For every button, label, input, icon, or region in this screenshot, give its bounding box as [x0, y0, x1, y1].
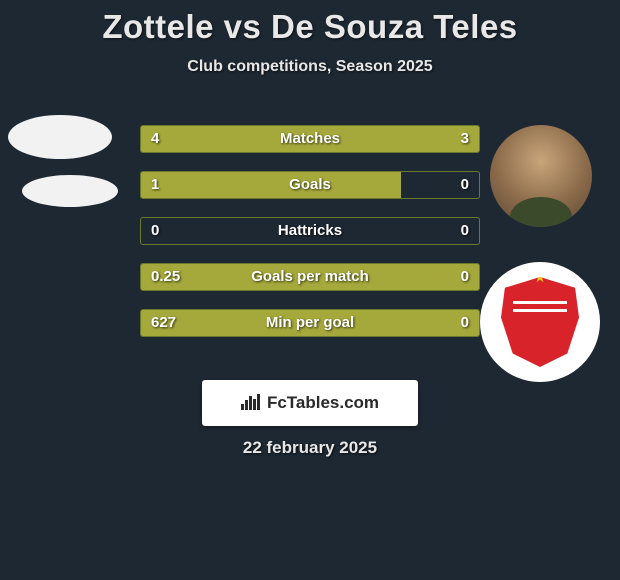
stat-left-value: 4 — [151, 126, 159, 152]
stat-right-value: 0 — [461, 310, 469, 336]
stat-left-value: 0.25 — [151, 264, 180, 290]
bar-right-fill — [334, 126, 479, 152]
logo-text: FcTables.com — [267, 393, 379, 413]
bar-left-fill — [141, 126, 334, 152]
comparison-subtitle: Club competitions, Season 2025 — [0, 58, 620, 76]
stat-label: Hattricks — [141, 218, 479, 244]
bar-left-fill — [141, 264, 479, 290]
star-icon: ★ — [534, 269, 547, 286]
stat-left-value: 1 — [151, 172, 159, 198]
stat-row: 6270Min per goal — [140, 309, 480, 337]
comparison-date: 22 february 2025 — [0, 438, 620, 458]
club-crest-icon: ★ — [501, 277, 579, 367]
stat-row: 43Matches — [140, 125, 480, 153]
stat-right-value: 0 — [461, 264, 469, 290]
stat-right-value: 0 — [461, 172, 469, 198]
fctables-logo: FcTables.com — [202, 380, 418, 426]
player-left-avatar — [8, 115, 112, 159]
bar-left-fill — [141, 310, 479, 336]
stat-left-value: 627 — [151, 310, 176, 336]
stat-right-value: 0 — [461, 218, 469, 244]
stat-row: 0 0Hattricks — [140, 217, 480, 245]
stat-left-value: 0 — [151, 218, 159, 244]
bar-left-fill — [141, 172, 401, 198]
club-right-avatar: ★ — [480, 262, 600, 382]
comparison-title: Zottele vs De Souza Teles — [0, 0, 620, 46]
stat-row: 10Goals — [140, 171, 480, 199]
stat-row: 0.250Goals per match — [140, 263, 480, 291]
stat-right-value: 3 — [461, 126, 469, 152]
bar-chart-icon — [241, 392, 261, 415]
club-left-avatar — [22, 175, 118, 207]
comparison-chart: 43Matches10Goals00Hattricks0.250Goals pe… — [140, 125, 480, 355]
player-right-avatar — [490, 125, 592, 227]
